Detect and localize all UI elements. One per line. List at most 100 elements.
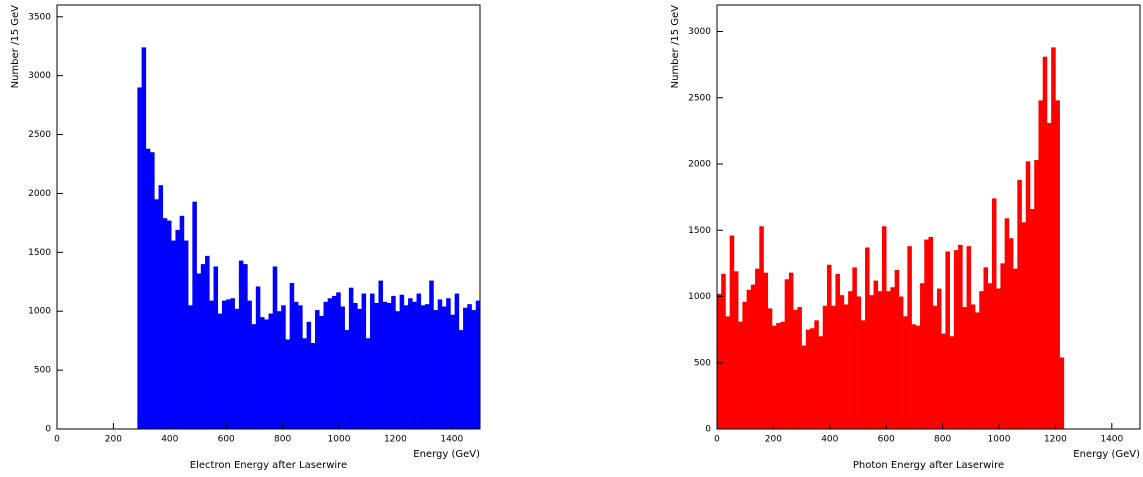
bar: [991, 198, 997, 429]
plot-frame: [56, 4, 481, 430]
bar: [1059, 357, 1065, 429]
bar: [158, 185, 164, 429]
bar: [848, 291, 853, 429]
bar: [839, 295, 845, 429]
bar: [1017, 179, 1022, 429]
bar: [433, 310, 438, 429]
bar: [425, 304, 430, 429]
bar: [408, 298, 413, 429]
bar: [903, 316, 908, 429]
bar: [243, 264, 248, 429]
y-tick-label: 1000: [28, 307, 51, 317]
bar: [873, 280, 879, 429]
bar: [437, 299, 443, 429]
x-tick-label: 0: [54, 435, 60, 445]
bar: [217, 313, 223, 429]
bar: [958, 244, 963, 429]
bar: [251, 324, 257, 429]
bar: [763, 272, 769, 429]
x-tick-label: 1000: [988, 435, 1011, 445]
bar: [221, 300, 227, 429]
y-tick-label: 3000: [28, 71, 51, 81]
bar: [340, 306, 345, 429]
bar: [1025, 161, 1031, 429]
bar: [814, 320, 819, 429]
bar: [205, 255, 210, 429]
x-tick-label: 1400: [1100, 435, 1123, 445]
bar: [458, 330, 464, 429]
y-tick-label: 2500: [28, 130, 51, 140]
x-tick-label: 600: [218, 435, 235, 445]
x-tick-label: 200: [765, 435, 782, 445]
bar: [953, 250, 959, 429]
bar: [801, 345, 807, 429]
bar: [145, 148, 151, 429]
bar: [319, 315, 324, 429]
bar: [941, 333, 946, 429]
x-axis-label: Energy (GeV): [1073, 449, 1140, 460]
x-tick-label: 0: [714, 435, 720, 445]
bar: [831, 305, 836, 429]
y-axis-label: Number /15 GeV: [670, 5, 681, 89]
bar: [1042, 56, 1048, 430]
bar: [141, 47, 147, 430]
x-tick-label: 600: [878, 435, 895, 445]
bar: [970, 304, 976, 429]
bar: [979, 291, 984, 429]
bar: [450, 314, 455, 429]
bar: [975, 312, 980, 429]
bar: [412, 301, 417, 429]
bar: [767, 308, 773, 429]
bar: [805, 329, 811, 429]
bar: [818, 336, 824, 429]
bar: [843, 304, 849, 429]
bar: [983, 267, 989, 429]
bar: [475, 300, 481, 429]
bar: [1051, 47, 1056, 430]
bar: [276, 311, 282, 429]
bar: [746, 289, 752, 429]
bar: [890, 287, 895, 429]
bar: [247, 300, 252, 429]
bar: [196, 273, 202, 429]
bar: [166, 220, 172, 429]
bar: [776, 323, 781, 429]
x-tick-label: 800: [934, 435, 951, 445]
bar: [822, 305, 828, 429]
bar: [192, 201, 197, 429]
bar: [1030, 209, 1035, 429]
bar: [255, 286, 261, 429]
bar: [810, 328, 815, 429]
bar: [331, 295, 337, 429]
bar: [315, 310, 320, 429]
bar: [721, 273, 726, 429]
bar: [285, 339, 290, 429]
bar: [877, 291, 883, 429]
bar: [150, 152, 155, 429]
bar: [327, 298, 333, 429]
bar: [348, 287, 354, 429]
bar: [729, 235, 735, 429]
bar: [137, 87, 142, 429]
bar: [395, 311, 400, 429]
x-tick-label: 1200: [384, 435, 407, 445]
bar: [391, 295, 396, 429]
y-tick-label: 0: [45, 425, 51, 435]
bar: [336, 292, 341, 429]
bar: [403, 305, 409, 429]
bar: [399, 294, 405, 429]
bar: [852, 267, 857, 429]
plot-frame: [716, 4, 1141, 430]
bar: [323, 301, 329, 429]
bar: [238, 260, 244, 429]
bar: [1000, 263, 1005, 429]
bar: [179, 215, 185, 429]
bar: [793, 309, 798, 429]
y-tick-label: 3000: [688, 27, 711, 37]
bar: [966, 246, 972, 429]
y-tick-label: 1500: [688, 226, 711, 236]
bar: [784, 279, 790, 429]
bar: [797, 307, 802, 429]
bar: [987, 283, 993, 429]
x-tick-label: 400: [161, 435, 178, 445]
